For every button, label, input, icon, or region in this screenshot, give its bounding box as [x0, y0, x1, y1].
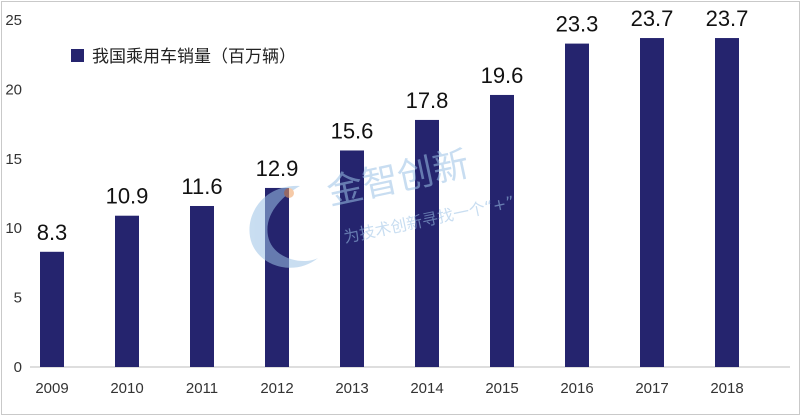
data-label-2016: 23.3: [556, 12, 599, 37]
watermark-dot-icon: [284, 188, 294, 198]
x-tick-2011: 2011: [186, 380, 218, 397]
y-tick-15: 15: [5, 151, 22, 168]
x-tick-2016: 2016: [560, 380, 593, 397]
x-tick-2017: 2017: [635, 380, 668, 397]
y-tick-10: 10: [5, 220, 22, 237]
data-label-2012: 12.9: [256, 156, 299, 181]
x-tick-2012: 2012: [260, 380, 293, 397]
x-tick-2010: 2010: [110, 380, 143, 397]
x-tick-2013: 2013: [335, 380, 368, 397]
bar-2014: [415, 119, 439, 367]
data-label-2014: 17.8: [406, 88, 449, 113]
x-tick-2014: 2014: [410, 380, 443, 397]
data-label-2015: 19.6: [481, 63, 524, 88]
y-tick-25: 25: [5, 12, 22, 29]
bar-2009: [40, 251, 64, 367]
x-tick-2015: 2015: [485, 380, 518, 397]
legend: 我国乘用车销量（百万辆）: [71, 47, 296, 67]
data-labels-group: 8.3 10.9 11.6 12.9 15.6 17.8 19.6 23.3 23.7 23.7: [37, 6, 749, 245]
y-tick-0: 0: [14, 359, 22, 376]
data-label-2017: 23.7: [631, 6, 674, 31]
bar-2013: [340, 150, 364, 367]
y-tick-labels-group: 0 5 10 15 20 25: [5, 12, 22, 376]
y-tick-5: 5: [14, 290, 22, 307]
bars-group: [40, 38, 739, 368]
bar-2015: [490, 94, 514, 368]
x-tick-labels-group: 2009 2010 2011 2012 2013 2014 2015 2016 2017 2018: [35, 380, 743, 397]
legend-label: 我国乘用车销量（百万辆）: [92, 47, 296, 67]
y-tick-20: 20: [5, 81, 22, 98]
data-label-2013: 15.6: [331, 118, 374, 143]
bar-2011: [190, 205, 214, 367]
bar-2010: [115, 215, 139, 367]
bar-2018: [715, 38, 739, 367]
data-label-2009: 8.3: [37, 220, 68, 245]
data-label-2010: 10.9: [106, 184, 149, 209]
data-label-2018: 23.7: [706, 6, 749, 31]
watermark-logo-icon: [249, 185, 318, 268]
bar-2017: [640, 38, 664, 367]
data-label-2011: 11.6: [181, 174, 222, 199]
legend-swatch: [71, 49, 84, 62]
x-tick-2018: 2018: [710, 380, 743, 397]
bar-2016: [565, 43, 589, 367]
x-tick-2009: 2009: [35, 380, 68, 397]
